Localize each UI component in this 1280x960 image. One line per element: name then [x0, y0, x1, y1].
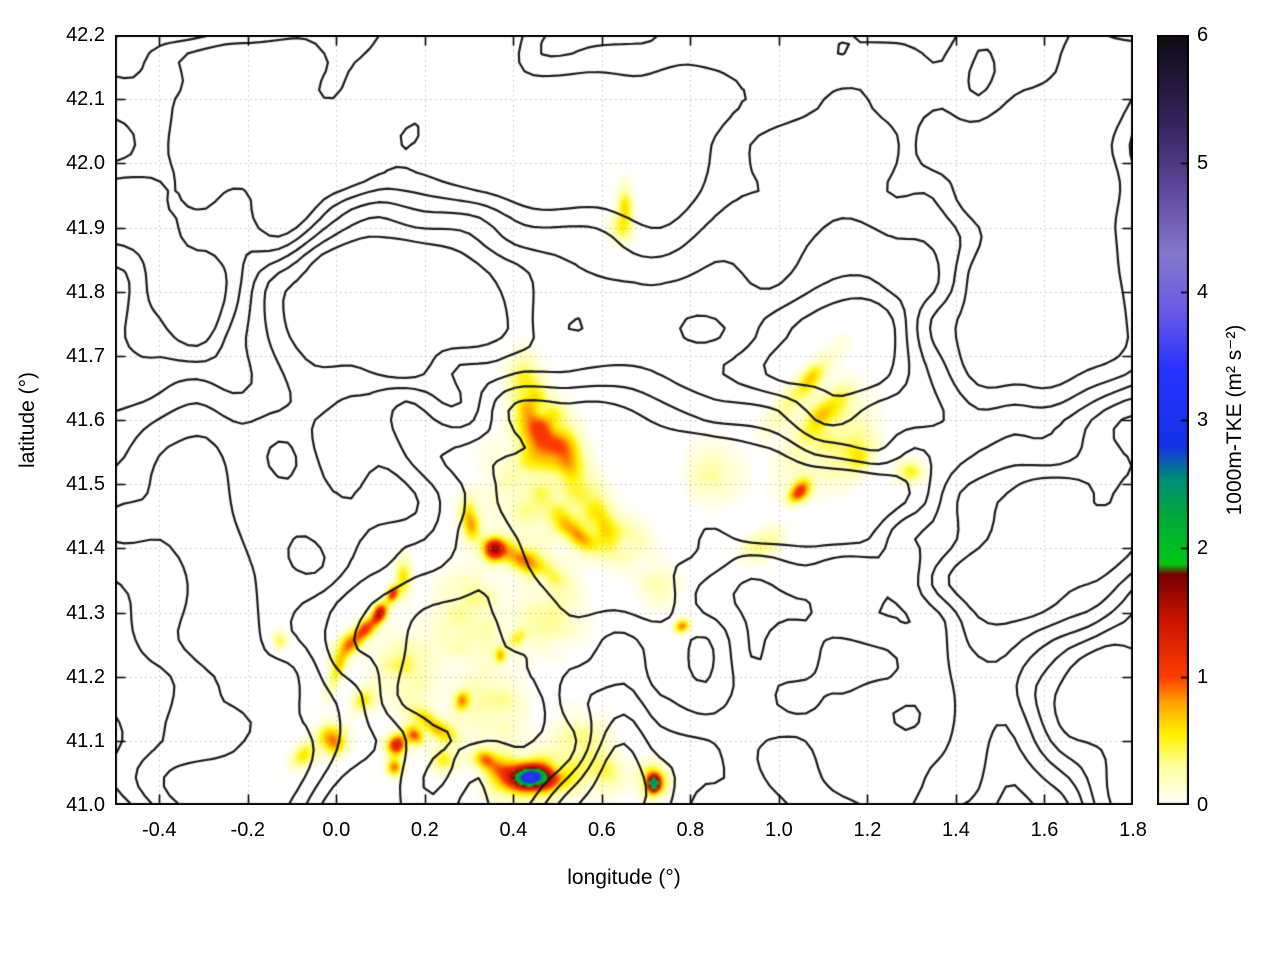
x-tick-label: 0.4: [499, 819, 528, 841]
colorbar-tick-label: 6: [1197, 24, 1209, 46]
colorbar-title: 1000m-TKE (m² s⁻²): [1223, 324, 1246, 516]
y-tick-label: 41.8: [66, 280, 105, 303]
y-tick-label: 41.6: [66, 409, 105, 431]
colorbar-tick-label: 4: [1197, 280, 1209, 303]
x-tick-label: 0.6: [587, 819, 616, 841]
colorbar-tick-label: 1: [1197, 665, 1209, 688]
y-tick-label: 41.0: [66, 794, 105, 816]
y-tick-label: 41.1: [66, 729, 105, 752]
colorbar-canvas: [1157, 35, 1189, 805]
map-plot-canvas: [115, 35, 1133, 805]
y-tick-label: 41.3: [66, 601, 105, 624]
y-tick-label: 41.9: [66, 216, 105, 239]
x-tick-label: 1.0: [765, 819, 793, 841]
colorbar-tick-label: 3: [1197, 409, 1209, 431]
x-tick-label: -0.2: [230, 819, 266, 841]
y-tick-label: 41.2: [66, 665, 105, 688]
y-tick-label: 42.0: [66, 152, 105, 175]
x-tick-label: 1.6: [1030, 819, 1059, 841]
y-tick-label: 42.2: [66, 24, 105, 46]
x-tick-label: 0.2: [410, 819, 439, 841]
y-tick-label: 42.1: [66, 88, 105, 111]
x-tick-label: -0.4: [142, 819, 177, 841]
colorbar-tick-label: 5: [1197, 152, 1209, 175]
y-tick-label: 41.5: [66, 473, 105, 496]
colorbar-tick-label: 2: [1197, 537, 1209, 560]
x-tick-label: 0.8: [676, 819, 705, 841]
colorbar-tick-label: 0: [1197, 794, 1209, 816]
x-tick-label: 1.2: [853, 819, 882, 841]
x-tick-label: 1.8: [1119, 819, 1147, 841]
x-tick-label: 1.4: [942, 819, 970, 841]
x-tick-label: 0.0: [322, 819, 351, 841]
y-tick-label: 41.4: [66, 537, 105, 560]
x-axis-title: longitude (°): [567, 866, 681, 889]
y-tick-label: 41.7: [66, 344, 105, 367]
